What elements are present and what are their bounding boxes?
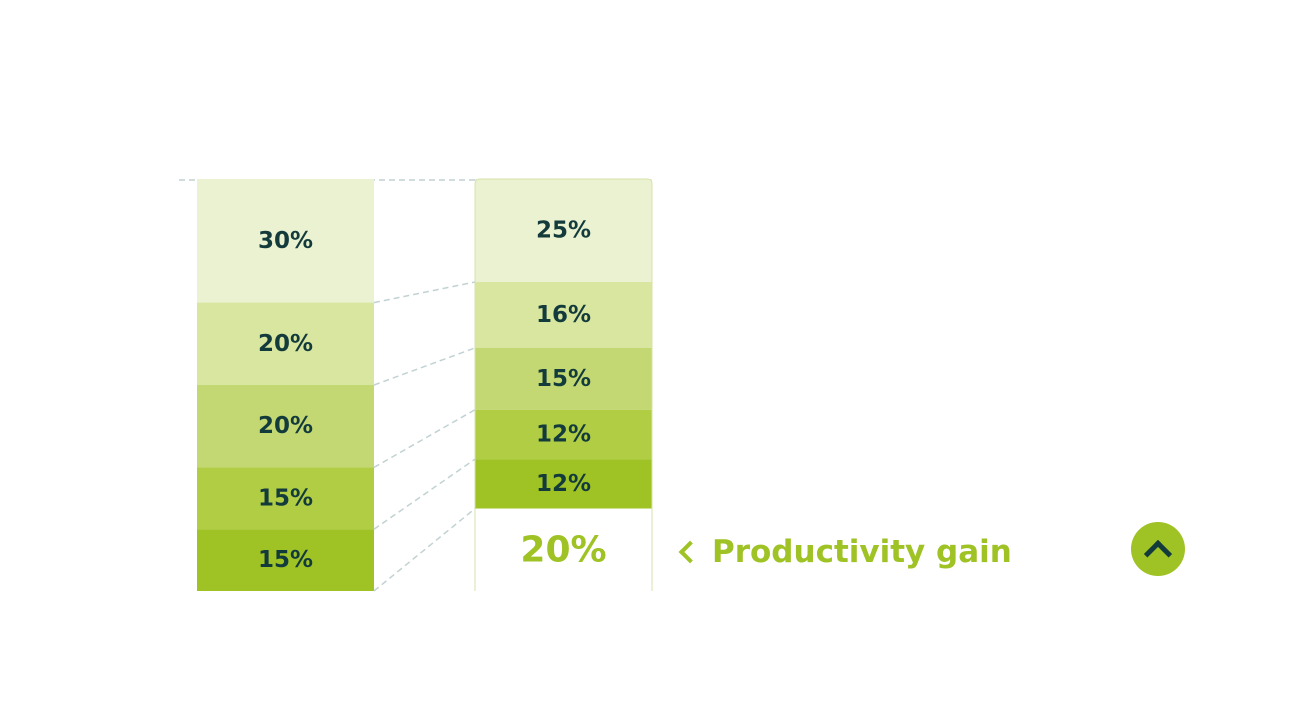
segment-value-label: 20%: [258, 413, 313, 439]
after-bar-outline: [474, 178, 653, 591]
chevron-left-icon: [678, 540, 702, 564]
bar-segment-after-2: [475, 282, 652, 348]
bar-segment-before-2: [197, 302, 374, 385]
segment-value-label: 15%: [258, 485, 313, 511]
connector-line: [373, 508, 476, 592]
segment-value-label: 20%: [258, 331, 313, 357]
segment-value-label: 25%: [536, 218, 591, 244]
gain-value-label: 20%: [520, 529, 606, 570]
segment-value-label: 12%: [536, 471, 591, 497]
gain-segment: [475, 508, 652, 591]
productivity-gain-label: Productivity gain: [712, 534, 1012, 570]
bar-segment-after-4: [475, 409, 652, 460]
segment-value-label: 30%: [258, 228, 313, 254]
bar-segment-before-1: [197, 179, 374, 303]
bar-segment-after-1: [475, 179, 652, 282]
connector-line: [373, 409, 476, 469]
scroll-to-top-button[interactable]: [1131, 522, 1185, 576]
segment-value-label: 15%: [258, 547, 313, 573]
bar-segment-before-4: [197, 467, 374, 530]
bar-segment-before-3: [197, 385, 374, 468]
connector-line: [373, 347, 476, 386]
connector-line: [373, 458, 476, 530]
segment-value-label: 12%: [536, 421, 591, 447]
segment-value-label: 15%: [536, 366, 591, 392]
bar-segment-before-5: [197, 529, 374, 591]
chevron-up-icon: [1143, 539, 1173, 568]
bar-segment-after-3: [475, 347, 652, 410]
segment-value-label: 16%: [536, 302, 591, 328]
connector-line: [373, 281, 476, 304]
productivity-gain-caption: Productivity gain: [676, 530, 1012, 574]
bar-segment-after-5: [475, 459, 652, 509]
